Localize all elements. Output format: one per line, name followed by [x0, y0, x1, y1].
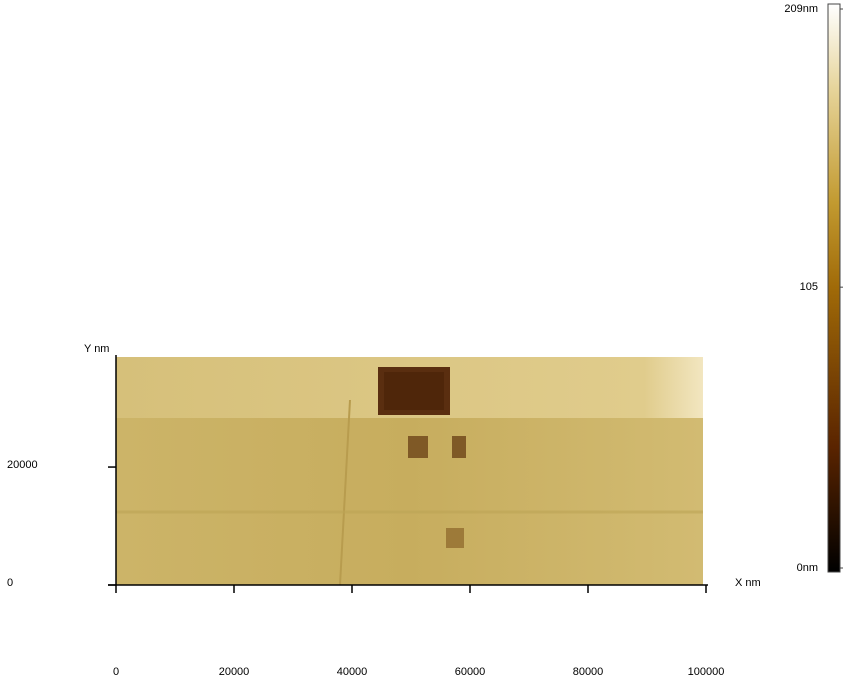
x-tick-label: 60000	[455, 666, 486, 678]
color-tick-label: 0nm	[797, 562, 818, 574]
x-tick-label: 80000	[573, 666, 604, 678]
x-tick-label: 100000	[688, 666, 725, 678]
y-tick-label: 20000	[7, 459, 38, 471]
afm-image	[116, 357, 703, 586]
x-tick-label: 20000	[219, 666, 250, 678]
color-tick-label: 209nm	[784, 3, 818, 15]
color-tick-label: 105	[800, 281, 818, 293]
x-tick-label: 0	[113, 666, 119, 678]
x-axis-label: X nm	[735, 577, 761, 589]
y-axis-label: Y nm	[84, 343, 109, 355]
color-bar	[827, 3, 841, 573]
y-tick-label: 0	[7, 577, 13, 589]
x-tick-label: 40000	[337, 666, 368, 678]
